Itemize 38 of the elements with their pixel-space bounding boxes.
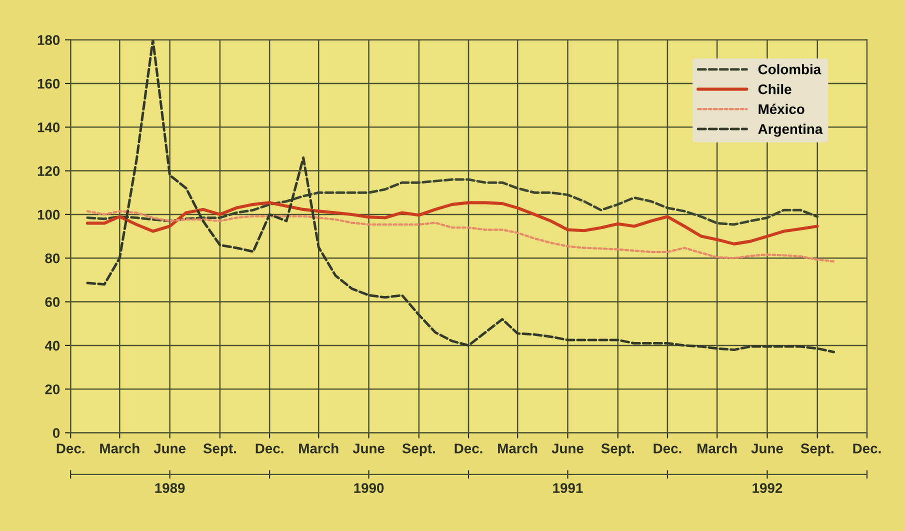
y-tick-label: 0 <box>53 428 60 438</box>
y-tick-label: 40 <box>44 340 60 351</box>
legend-label: México <box>758 104 804 114</box>
y-tick-label: 180 <box>38 35 60 45</box>
legend-label: Chile <box>758 84 792 94</box>
x2-tick-label: 1992 <box>752 483 782 493</box>
line-series <box>86 40 835 354</box>
y-tick-label: 60 <box>45 297 60 307</box>
x-tick-label: Sept. <box>601 444 634 456</box>
x-tick-label: March <box>698 443 737 454</box>
x-tick-label: Dec. <box>853 444 881 454</box>
x-tick-label: Sept. <box>800 444 834 456</box>
x-tick-label: June <box>154 444 186 454</box>
x-tick-label: June <box>751 444 783 454</box>
y-tick-label: 20 <box>45 384 60 394</box>
x-tick-label: March <box>299 443 338 454</box>
x2-tick-label: 1990 <box>354 483 384 493</box>
x2-tick-label: 1991 <box>553 483 583 493</box>
x-tick-label: Sept. <box>402 444 435 456</box>
x-tick-label: June <box>552 444 584 454</box>
y-tick-label: 80 <box>45 253 60 264</box>
x-tick-label: Dec. <box>256 444 284 454</box>
line-series <box>86 210 835 263</box>
line-series <box>86 201 819 246</box>
y-tick-label: 100 <box>38 210 60 220</box>
x2-tick-label: 1989 <box>155 483 185 493</box>
x-tick-label: March <box>100 443 140 454</box>
x-tick-label: Sept. <box>203 444 236 456</box>
x-tick-label: Dec. <box>454 444 482 454</box>
y-tick-label: 140 <box>38 122 60 132</box>
x-tick-label: Dec. <box>56 444 84 454</box>
x-tick-label: Dec. <box>654 444 682 454</box>
legend-label: Argentina <box>758 124 823 137</box>
x-tick-label: June <box>352 444 384 454</box>
y-tick-label: 160 <box>38 78 60 89</box>
x-tick-label: March <box>498 443 538 454</box>
legend-label: Colombia <box>758 64 822 74</box>
y-tick-label: 120 <box>38 166 60 176</box>
